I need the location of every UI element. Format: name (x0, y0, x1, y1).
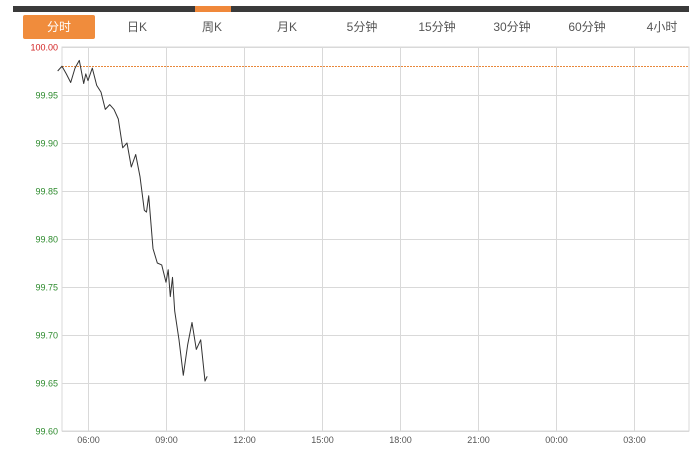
data-point (92, 68, 93, 69)
y-tick-label: 99.65 (35, 379, 58, 389)
data-point (87, 80, 88, 81)
data-point (207, 376, 208, 377)
y-tick-label: 99.90 (35, 139, 58, 149)
data-point (191, 322, 192, 323)
data-point (122, 147, 123, 148)
data-point (172, 277, 173, 278)
tab-6[interactable]: 30分钟 (493, 20, 531, 34)
top-bar (13, 6, 689, 12)
data-point (79, 60, 80, 61)
chart-svg: 100.00 99.95 99.90 99.85 99.80 99.75 99.70 99.6… (30, 43, 690, 445)
data-point (196, 349, 197, 350)
x-tick-label: 21:00 (467, 435, 490, 445)
data-point (183, 375, 184, 376)
data-point (85, 73, 86, 74)
y-tick-label: 100.00 (30, 43, 58, 53)
data-point (135, 154, 136, 155)
y-tick-label: 99.95 (35, 91, 58, 101)
data-point (157, 262, 158, 263)
tab-4[interactable]: 5分钟 (346, 20, 378, 34)
data-point (148, 195, 149, 196)
data-point (70, 82, 71, 83)
x-tick-label: 06:00 (77, 435, 100, 445)
x-tick-label: 00:00 (545, 435, 568, 445)
data-point (74, 68, 75, 69)
tab-7[interactable]: 60分钟 (568, 20, 606, 34)
x-tick-label: 18:00 (389, 435, 412, 445)
data-point (66, 73, 67, 74)
x-tick-label: 03:00 (623, 435, 646, 445)
data-point (118, 118, 119, 119)
data-point (61, 66, 62, 67)
tab-3[interactable]: 月K (276, 20, 297, 34)
data-point (161, 264, 162, 265)
y-tick-label: 99.75 (35, 283, 58, 293)
y-tick-label: 99.60 (35, 427, 58, 437)
data-point (168, 269, 169, 270)
data-point (131, 166, 132, 167)
data-point (96, 85, 97, 86)
data-point (57, 70, 58, 71)
data-point (187, 344, 188, 345)
price-series-line (57, 59, 208, 382)
data-point (152, 248, 153, 249)
tab-1[interactable]: 日K (126, 20, 147, 34)
data-point (146, 212, 147, 213)
intraday-chart: 100.00 99.95 99.90 99.85 99.80 99.75 99.70 99.6… (0, 40, 699, 462)
data-point (144, 210, 145, 211)
data-point (105, 109, 106, 110)
y-tick-label: 99.85 (35, 187, 58, 197)
data-point (178, 339, 179, 340)
data-point (139, 176, 140, 177)
data-point (174, 310, 175, 311)
data-point (109, 104, 110, 105)
tab-0[interactable]: 分时 (23, 15, 95, 39)
y-tick-label: 99.70 (35, 331, 58, 341)
data-point (83, 83, 84, 84)
data-point (200, 339, 201, 340)
period-tabs: 分时 日K 周K 月K 5分钟 15分钟 30分钟 60分钟 4小时 (13, 12, 689, 42)
data-point (170, 296, 171, 297)
y-tick-label: 99.80 (35, 235, 58, 245)
x-tick-label: 15:00 (311, 435, 334, 445)
data-point (126, 142, 127, 143)
data-point (204, 381, 205, 382)
data-point (113, 109, 114, 110)
tab-2[interactable]: 周K (201, 20, 222, 34)
tab-8[interactable]: 4小时 (646, 20, 678, 34)
top-bar-accent (195, 6, 231, 12)
x-tick-label: 12:00 (233, 435, 256, 445)
tab-5[interactable]: 15分钟 (418, 20, 456, 34)
data-point (165, 282, 166, 283)
data-point (100, 92, 101, 93)
x-tick-label: 09:00 (155, 435, 178, 445)
